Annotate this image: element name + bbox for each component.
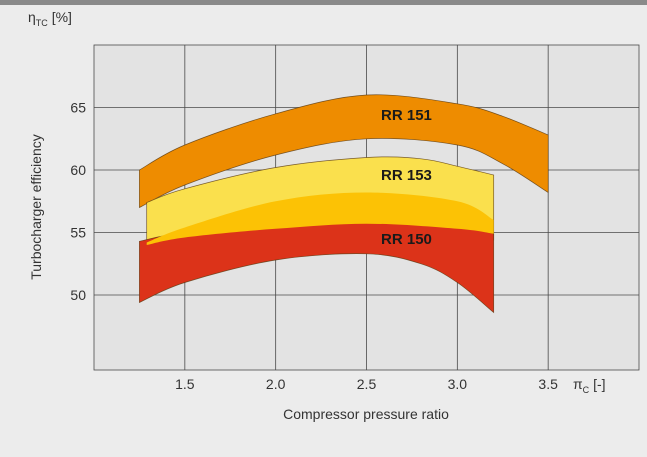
x-axis-title: Compressor pressure ratio (283, 406, 449, 422)
x-tick-label: 1.5 (175, 376, 195, 392)
series-label-rr-153: RR 153 (381, 167, 432, 184)
band-rr-151 (139, 94, 549, 209)
y-axis-title: Turbocharger efficiency (28, 134, 44, 280)
series-label-rr-150: RR 150 (381, 231, 432, 248)
x-axis-symbol: πC [-] (573, 376, 606, 395)
y-tick-label: 50 (70, 287, 86, 303)
series-label-rr-151: RR 151 (381, 107, 432, 124)
x-tick-label: 2.0 (266, 376, 286, 392)
top-rule (0, 0, 647, 5)
series-labels: RR 151 RR 153 RR 150 (381, 107, 432, 248)
band-overlap (146, 192, 494, 245)
y-tick-label: 60 (70, 162, 86, 178)
x-tick-label: 2.5 (357, 376, 377, 392)
x-tick-label: 3.5 (538, 376, 558, 392)
axis-ticks: 1.5 2.0 2.5 3.0 3.5 50 55 60 65 (70, 100, 558, 393)
y-tick-label: 55 (70, 225, 86, 241)
series-bands (139, 94, 549, 314)
y-tick-label: 65 (70, 100, 86, 116)
plot-frame (93, 44, 640, 371)
x-tick-label: 3.0 (448, 376, 468, 392)
y-axis-symbol: ηTC [%] (28, 9, 72, 28)
